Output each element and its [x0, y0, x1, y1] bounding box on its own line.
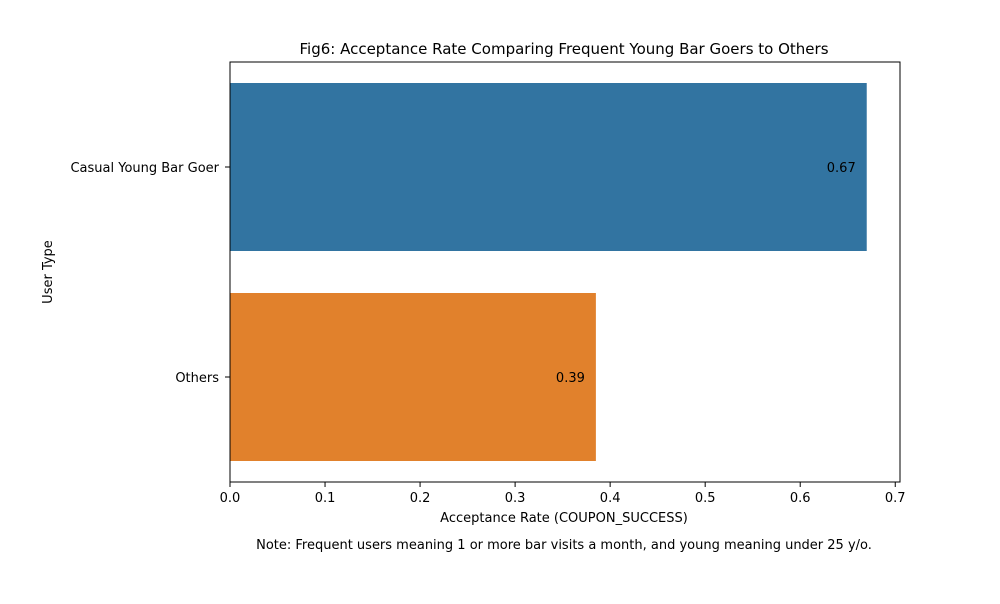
- bar-value-label-1: 0.39: [556, 371, 585, 386]
- x-tick-label-6: 0.6: [790, 491, 811, 506]
- y-tick-label-1: Others: [175, 371, 219, 386]
- x-ticks-layer: 0.0 0.1 0.2 0.3 0.4 0.5 0.6 0.7: [220, 482, 906, 506]
- y-tick-label-0: Casual Young Bar Goer: [70, 161, 219, 176]
- x-axis-label: Acceptance Rate (COUPON_SUCCESS): [440, 511, 688, 526]
- bar-value-label-0: 0.67: [827, 161, 856, 176]
- x-tick-label-3: 0.3: [505, 491, 526, 506]
- chart-note: Note: Frequent users meaning 1 or more b…: [256, 538, 872, 553]
- x-tick-label-5: 0.5: [695, 491, 716, 506]
- y-axis-label: User Type: [41, 240, 56, 304]
- bar-0: [230, 83, 867, 251]
- x-tick-label-0: 0.0: [220, 491, 241, 506]
- x-tick-label-7: 0.7: [885, 491, 906, 506]
- bar-1: [230, 293, 596, 461]
- x-tick-label-2: 0.2: [410, 491, 431, 506]
- x-tick-label-4: 0.4: [600, 491, 621, 506]
- chart-title: Fig6: Acceptance Rate Comparing Frequent…: [299, 40, 828, 58]
- x-tick-label-1: 0.1: [315, 491, 336, 506]
- bars-layer: 0.67 0.39: [230, 83, 867, 461]
- plot-frame: [229, 61, 901, 483]
- y-tick-labels-layer: Casual Young Bar Goer Others: [70, 161, 230, 386]
